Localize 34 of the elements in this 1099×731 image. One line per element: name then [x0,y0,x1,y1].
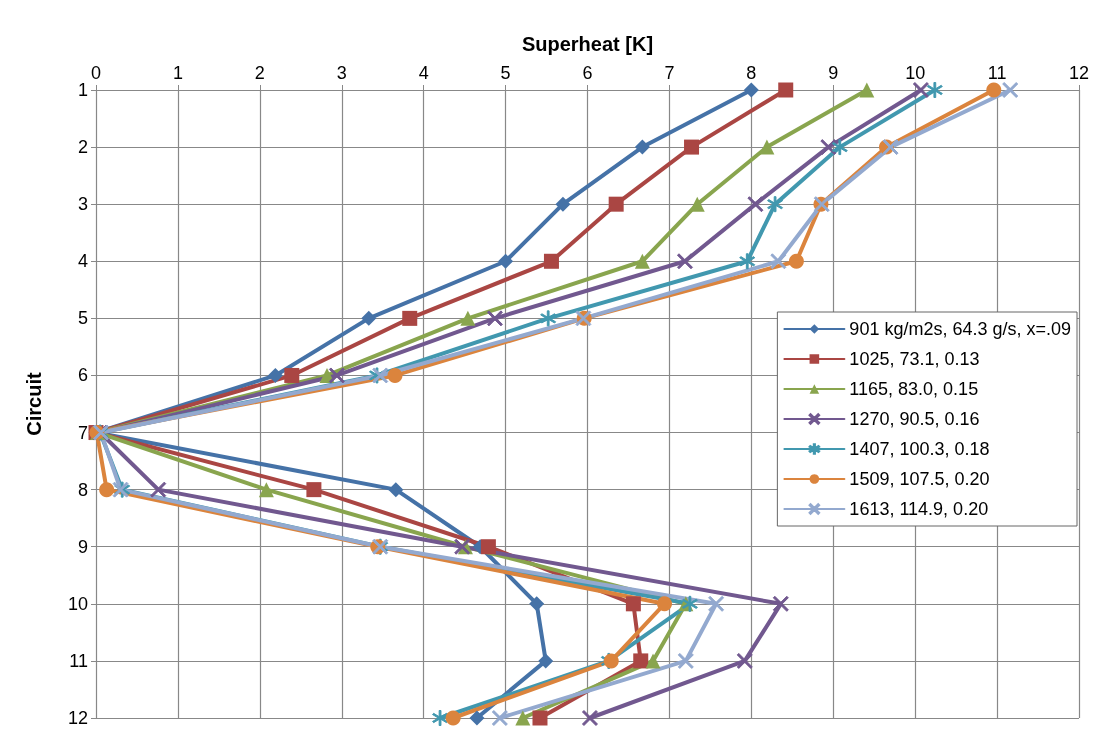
legend-label: 1165, 83.0, 0.15 [849,379,979,399]
x-tick-label: 4 [418,63,429,83]
legend-label: 1407, 100.3, 0.18 [849,439,990,459]
y-tick-label: 7 [77,422,88,443]
x-tick-label: 10 [905,63,926,83]
y-tick-label: 11 [69,650,88,671]
x-tick-label: 5 [500,63,511,83]
y-tick-label: 3 [77,194,88,215]
legend-label: 1270, 90.5, 0.16 [849,409,980,429]
y-axis-title: Circuit [23,371,45,436]
y-tick-label: 12 [67,708,88,728]
x-tick-label: 2 [254,63,265,83]
x-axis-title: Superheat [K] [521,33,654,55]
y-tick-label: 9 [77,536,88,557]
x-tick-label: 12 [1068,63,1090,83]
x-tick-label: 9 [828,63,839,83]
y-tick-label: 6 [77,365,88,386]
legend-label: 901 kg/m2s, 64.3 g/s, x=.09 [849,319,1072,339]
x-tick-label: 7 [664,63,675,83]
x-tick-label: 6 [582,63,593,83]
y-tick-label: 2 [77,137,88,158]
y-tick-label: 5 [77,308,88,329]
legend-label: 1613, 114.9, 0.20 [849,499,989,519]
x-tick-label: 1 [172,63,183,83]
legend-label: 1509, 107.5, 0.20 [849,469,990,489]
legend-label: 1025, 73.1, 0.13 [849,349,980,369]
y-tick-label: 4 [77,251,88,272]
x-tick-label: 8 [746,63,757,83]
y-tick-label: 8 [77,479,88,500]
x-tick-label: 11 [987,63,1007,83]
y-tick-label: 1 [77,80,88,100]
x-tick-label: 3 [336,63,347,83]
x-tick-label: 0 [90,63,102,83]
y-tick-label: 10 [67,593,88,614]
